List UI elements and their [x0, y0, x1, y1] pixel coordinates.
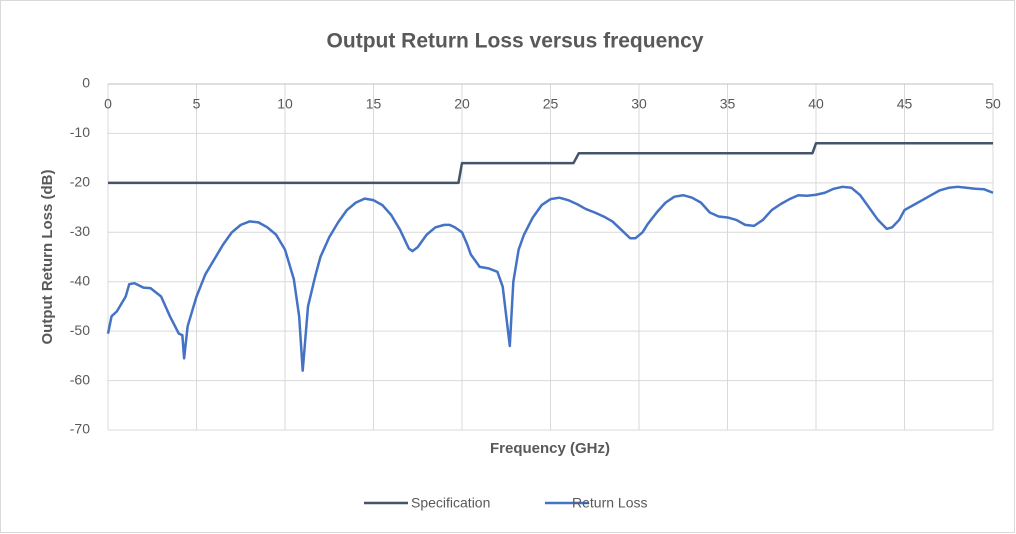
y-tick-label: -20 [70, 174, 90, 190]
x-tick-label: 10 [277, 96, 293, 112]
x-tick-label: 35 [720, 96, 736, 112]
x-tick-label: 45 [897, 96, 913, 112]
x-tick-label: 5 [193, 96, 201, 112]
y-tick-label: -30 [70, 223, 90, 239]
x-tick-label: 50 [985, 96, 1001, 112]
y-tick-label: -50 [70, 322, 90, 338]
x-tick-label: 25 [543, 96, 559, 112]
y-tick-label: -10 [70, 124, 90, 140]
y-axis-title: Output Return Loss (dB) [39, 170, 56, 345]
x-tick-label: 20 [454, 96, 470, 112]
chart-title: Output Return Loss versus frequency [327, 30, 704, 53]
x-tick-label: 30 [631, 96, 647, 112]
series-line [106, 185, 994, 372]
legend-label: Specification [411, 495, 490, 511]
x-tick-label: 40 [808, 96, 824, 112]
y-tick-label: -40 [70, 272, 90, 288]
y-tick-label: 0 [82, 75, 90, 91]
y-tick-label: -60 [70, 371, 90, 387]
x-axis-title: Frequency (GHz) [490, 440, 610, 457]
y-tick-label: -70 [70, 421, 90, 437]
x-tick-label: 0 [104, 96, 112, 112]
legend-label: Return Loss [572, 495, 647, 511]
x-tick-label: 15 [366, 96, 382, 112]
series-line [108, 142, 993, 185]
